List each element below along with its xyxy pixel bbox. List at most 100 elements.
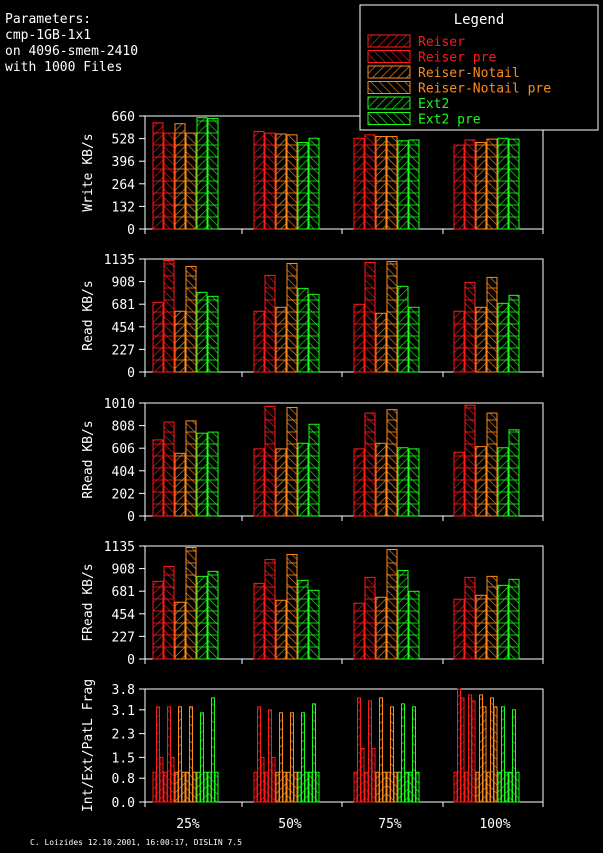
bar-ext2 [297,142,309,230]
plot-frame [144,258,544,373]
parameters-line: Parameters: [5,12,92,27]
bar-reiser [253,130,265,230]
bar-reiser-notail [475,446,487,517]
bar-reiser-pre [271,756,276,803]
plot-frame [144,688,544,803]
legend-swatch [367,34,411,48]
bar-ext2-pre [508,138,520,230]
bar-reiser-notail-pre [386,548,398,660]
bar-ext2-pre [415,771,420,803]
bar-reiser-notail [382,771,387,803]
bar-ext2 [497,584,509,660]
bar-reiser-pre [364,771,369,803]
legend-swatch [367,96,411,110]
y-tick-label: 264 [112,178,136,193]
y-tick-label: 808 [112,420,135,435]
bar-reiser-notail [375,596,387,660]
bar-reiser-notail [375,312,387,373]
y-tick-label: 0 [127,366,135,381]
bar-reiser-pre [464,576,476,660]
bar-reiser-pre [364,412,376,517]
bar-reiser [353,448,365,517]
y-tick-label: 404 [112,465,136,480]
footer-credit: C. Loizides 12.10.2001, 16:00:17, DISLIN… [30,838,242,847]
bar-ext2-pre [211,697,215,803]
y-tick-label: 1.5 [112,751,135,766]
y-tick-label: 0.8 [112,772,135,787]
bar-reiser-notail-pre [286,406,298,517]
bar-ext2 [504,771,509,803]
bar-ext2-pre [412,706,416,803]
bar-ext2 [196,117,208,230]
bar-reiser [353,303,365,373]
bar-reiser-pre [368,700,372,803]
bar-reiser-notail-pre [486,412,498,517]
legend-label: Ext2 [418,97,449,112]
bar-reiser-notail-pre [386,409,398,517]
bar-ext2-pre [308,293,320,373]
y-tick-label: 908 [112,563,135,578]
bar-reiser [152,301,164,373]
legend-label: Ext2 pre [418,113,481,128]
bar-reiser-notail [479,694,483,803]
y-tick-label: 454 [112,321,136,336]
bar-reiser-pre [364,134,376,230]
bar-reiser-notail [181,771,186,803]
y-tick-label: 1010 [104,397,135,412]
bar-reiser-notail [375,136,387,230]
bar-reiser-notail [174,310,186,373]
bar-ext2-pre [308,423,320,517]
y-tick-label: 0 [127,510,135,525]
bar-reiser [460,697,465,803]
bar-reiser-notail-pre [286,771,291,803]
bar-ext2 [200,712,204,803]
bar-ext2 [301,712,305,803]
bar-reiser [453,310,465,373]
bar-reiser [453,144,465,230]
legend-swatch [367,112,411,125]
bar-reiser [453,598,465,660]
bar-ext2 [196,291,208,373]
parameters-line: with 1000 Files [5,60,123,75]
y-axis-label: Int/Ext/PatL Frag [81,679,96,812]
bar-reiser [156,706,160,803]
legend-label: Reiser [418,35,465,50]
y-tick-label: 0 [127,653,135,668]
bar-reiser [457,688,461,803]
x-tick-label: 50% [278,817,302,832]
bar-reiser [159,756,164,803]
bar-reiser-pre [464,281,476,373]
bar-reiser-notail-pre [286,134,298,230]
bar-reiser [253,448,265,517]
bar-ext2-pre [207,570,219,660]
x-tick-label: 75% [378,817,402,832]
bar-reiser-notail [275,306,287,373]
bar-reiser-notail-pre [486,575,498,660]
bar-ext2-pre [207,118,219,230]
bar-reiser [357,697,361,803]
bar-reiser-notail-pre [286,553,298,660]
y-axis-label: Write KB/s [81,133,96,211]
bar-reiser-pre [167,706,171,803]
bar-ext2 [196,432,208,517]
bar-reiser-notail [174,452,186,517]
bar-reiser-notail-pre [490,697,494,803]
bar-ext2 [497,137,509,230]
bar-ext2 [297,287,309,373]
y-tick-label: 0 [127,223,135,238]
y-tick-label: 1135 [104,253,135,268]
y-tick-label: 528 [112,133,135,148]
parameters-line: on 4096-smem-2410 [5,44,139,59]
bar-ext2 [397,140,409,230]
bar-reiser-pre [268,709,272,803]
bar-reiser [152,771,157,803]
legend-label: Reiser-Notail [418,66,520,81]
bar-ext2 [297,771,302,803]
bar-reiser-notail-pre [286,262,298,373]
bar-reiser-notail-pre [386,260,398,373]
bar-reiser-notail-pre [293,771,298,803]
bar-ext2-pre [508,771,513,803]
bar-reiser-notail-pre [185,546,197,660]
bar-reiser [253,771,258,803]
